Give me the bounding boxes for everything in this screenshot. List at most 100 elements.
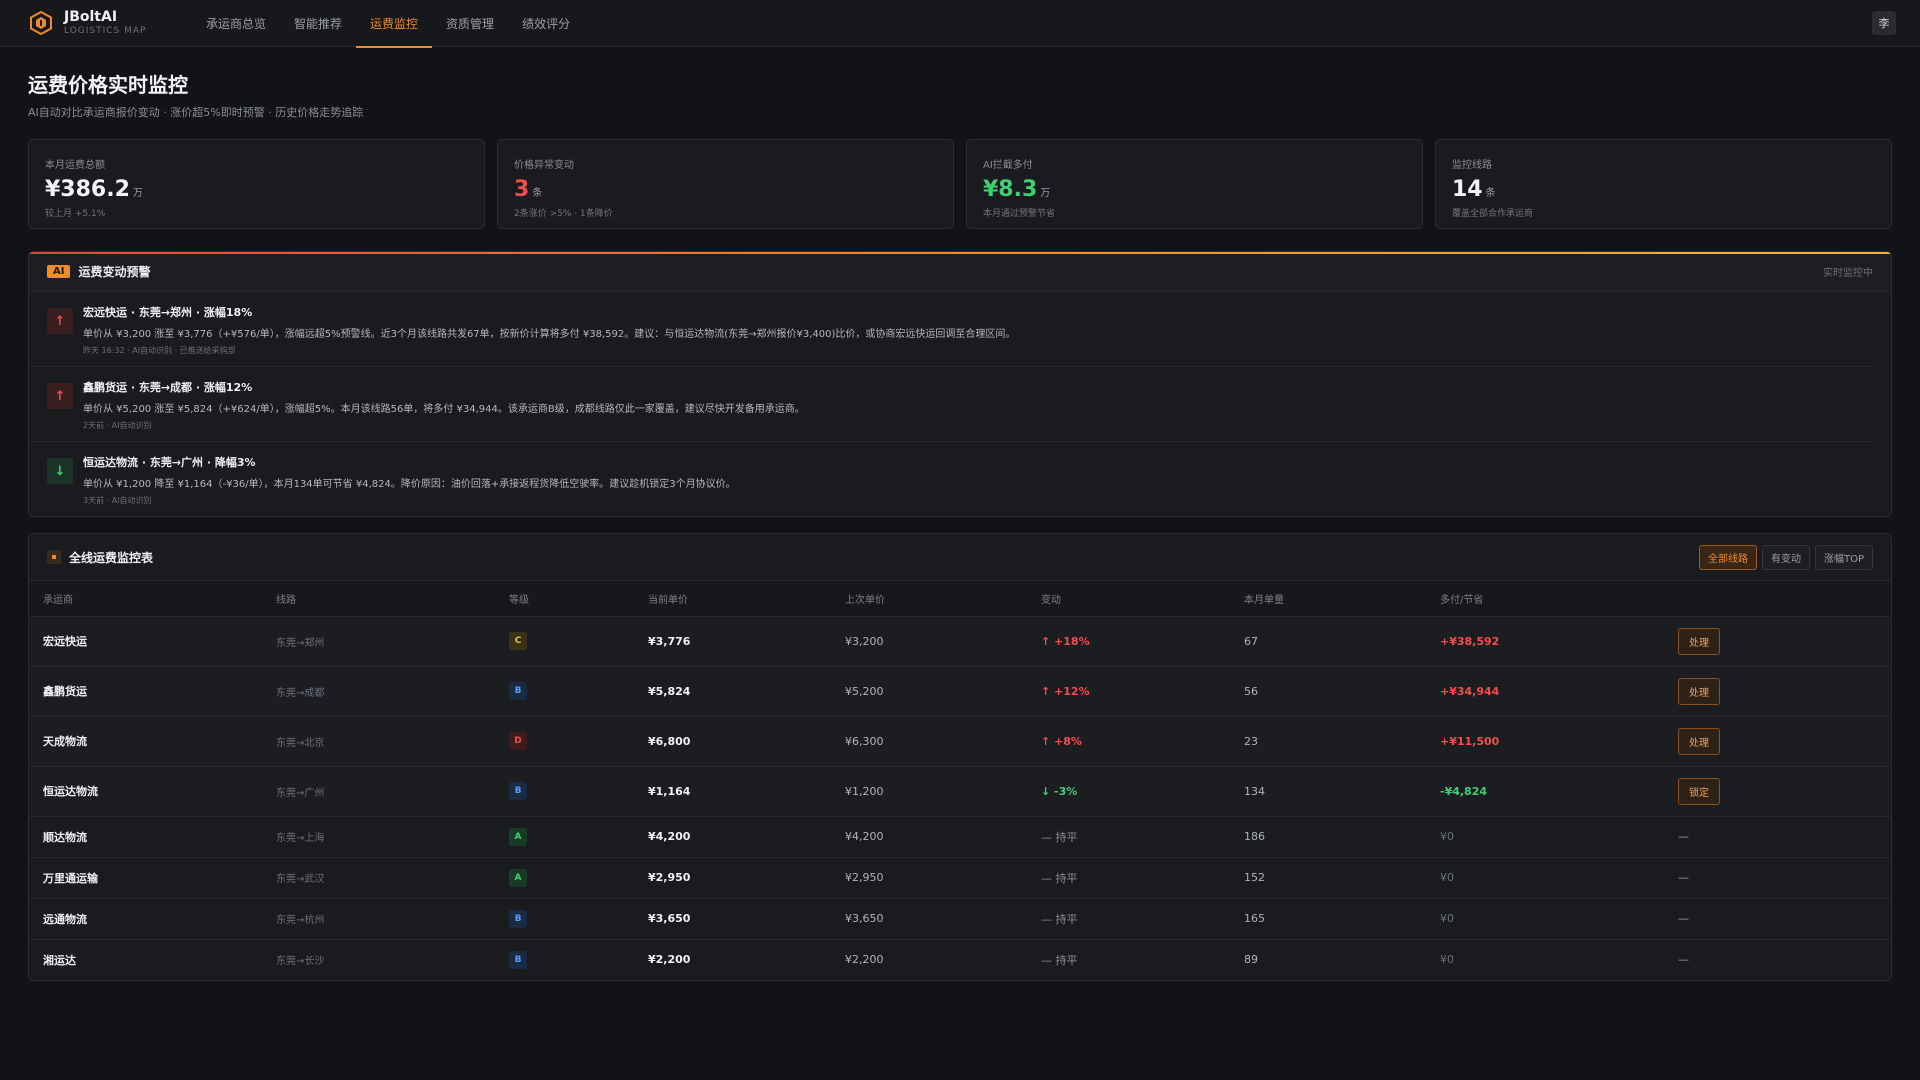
main-nav: 承运商总览 智能推荐 运费监控 资质管理 绩效评分: [192, 0, 584, 48]
cell-volume: 56: [1244, 666, 1440, 717]
arrow-up-icon: ↑: [47, 383, 73, 409]
cell-impact: ¥0: [1440, 816, 1678, 858]
col-header-last-price[interactable]: 上次单价: [845, 581, 1041, 617]
filter-top-increase[interactable]: 涨幅TOP: [1814, 544, 1873, 570]
grade-badge: A: [509, 827, 527, 846]
brand-name: JBoltAI: [64, 9, 118, 25]
tab-qualification[interactable]: 资质管理: [446, 16, 495, 31]
tab-freight-monitor[interactable]: 运费监控: [356, 0, 433, 48]
cell-carrier: 顺达物流: [29, 816, 276, 858]
cell-change: — 持平: [1041, 953, 1078, 967]
col-header-route[interactable]: 线路: [276, 581, 509, 617]
cell-action-none: —: [1678, 898, 1891, 940]
alert-meta: 昨天 16:32 · AI自动识别 · 已推送给采购部: [83, 346, 236, 355]
cell-route: 东莞→上海: [276, 816, 509, 858]
cell-carrier: 天成物流: [29, 716, 276, 767]
alert-item[interactable]: ↑ 鑫鹏货运 · 东莞→成都 · 涨幅12% 单价从 ¥5,200 涨至 ¥5,…: [29, 367, 1873, 442]
col-header-current-price[interactable]: 当前单价: [648, 581, 845, 617]
cell-route: 东莞→北京: [276, 716, 509, 767]
tab-carrier-overview[interactable]: 承运商总览: [206, 16, 267, 31]
table-row[interactable]: 恒运达物流 东莞→广州 B ¥1,164 ¥1,200 ↓ -3% 134 -¥…: [29, 766, 1891, 817]
alert-description: 单价从 ¥5,200 涨至 ¥5,824（+¥624/单），涨幅超5%。本月该线…: [83, 404, 805, 415]
cell-impact: +¥38,592: [1440, 616, 1678, 667]
alert-item[interactable]: ↓ 恒运达物流 · 东莞→广州 · 降幅3% 单价从 ¥1,200 降至 ¥1,…: [29, 442, 1873, 516]
freight-alert-panel: AI 运费变动预警 实时监控中 ↑ 宏远快运 · 东莞→郑州 · 涨幅18% 单…: [28, 251, 1892, 517]
table-row[interactable]: 鑫鹏货运 东莞→成都 B ¥5,824 ¥5,200 ↑ +12% 56 +¥3…: [29, 666, 1891, 717]
table-row[interactable]: 顺达物流 东莞→上海 A ¥4,200 ¥4,200 — 持平 186 ¥0 —: [29, 816, 1891, 858]
cell-action-none: —: [1678, 816, 1891, 858]
col-header-grade[interactable]: 等级: [509, 581, 648, 617]
cell-last-price: ¥6,300: [845, 716, 1041, 767]
alert-panel-header: AI 运费变动预警 实时监控中: [29, 252, 1891, 292]
brand[interactable]: JBoltAI LOGISTICS MAP: [28, 10, 192, 36]
alert-heading: 鑫鹏货运 · 东莞→成都 · 涨幅12%: [83, 381, 253, 394]
lock-button[interactable]: 锁定: [1678, 777, 1720, 805]
table-row[interactable]: 宏远快运 东莞→郑州 C ¥3,776 ¥3,200 ↑ +18% 67 +¥3…: [29, 616, 1891, 667]
top-navigation-bar: JBoltAI LOGISTICS MAP 承运商总览 智能推荐 运费监控 资质…: [0, 0, 1920, 48]
alert-meta: 3天前 · AI自动识别: [83, 496, 152, 505]
grade-badge: D: [509, 732, 527, 750]
user-avatar-button[interactable]: 李: [1872, 11, 1896, 35]
freight-monitor-table-panel: 全线运费监控表 全部线路 有变动 涨幅TOP 承运商 线路 等级 当前单价 上次…: [28, 533, 1892, 981]
alert-panel-title: 运费变动预警: [78, 265, 151, 279]
alert-item[interactable]: ↑ 宏远快运 · 东莞→郑州 · 涨幅18% 单价从 ¥3,200 涨至 ¥3,…: [29, 292, 1873, 367]
logo-icon: [28, 10, 54, 36]
cell-carrier: 鑫鹏货运: [29, 666, 276, 717]
filter-group: 全部线路 有变动 涨幅TOP: [1698, 544, 1873, 570]
kpi-value: 3: [514, 177, 530, 202]
cell-last-price: ¥2,200: [845, 953, 884, 967]
kpi-note: 较上月 +5.1%: [45, 209, 106, 219]
alert-description: 单价从 ¥1,200 降至 ¥1,164（-¥36/单），本月134单可节省 ¥…: [83, 479, 736, 490]
cell-last-price: ¥5,200: [845, 666, 1041, 717]
cell-change: ↑ +18%: [1041, 616, 1244, 667]
cell-carrier: 湘运达: [43, 953, 76, 967]
cell-route: 东莞→成都: [276, 666, 509, 717]
cell-current-price: ¥2,200: [648, 953, 691, 967]
cell-current-price: ¥5,824: [648, 666, 845, 717]
cell-carrier: 远通物流: [29, 898, 276, 940]
cell-carrier: 万里通运输: [29, 857, 276, 899]
cell-carrier: 宏远快运: [29, 616, 276, 667]
alert-heading: 宏远快运 · 东莞→郑州 · 涨幅18%: [83, 306, 253, 319]
grade-badge: B: [509, 909, 527, 928]
col-header-impact[interactable]: 多付/节省: [1440, 581, 1678, 617]
page-title: 运费价格实时监控: [28, 73, 188, 97]
table-row[interactable]: 天成物流 东莞→北京 D ¥6,800 ¥6,300 ↑ +8% 23 +¥11…: [29, 716, 1891, 767]
arrow-up-icon: ↑: [47, 308, 73, 334]
tab-smart-recommend[interactable]: 智能推荐: [294, 16, 343, 31]
handle-button[interactable]: 处理: [1678, 627, 1720, 655]
cell-change: — 持平: [1041, 898, 1244, 940]
filter-changed[interactable]: 有变动: [1761, 544, 1810, 570]
cell-current-price: ¥3,776: [648, 616, 845, 667]
kpi-unit: 万: [132, 188, 143, 199]
col-header-volume[interactable]: 本月单量: [1244, 581, 1440, 617]
col-header-change[interactable]: 变动: [1041, 581, 1244, 617]
cell-last-price: ¥3,650: [845, 898, 1041, 940]
grade-badge: A: [509, 868, 527, 887]
kpi-unit: 条: [532, 188, 543, 199]
grade-badge: B: [509, 950, 527, 969]
ai-badge: AI: [47, 265, 71, 278]
cell-impact: +¥11,500: [1440, 716, 1678, 767]
col-header-action: [1678, 581, 1891, 617]
handle-button[interactable]: 处理: [1678, 727, 1720, 755]
cell-volume: 89: [1244, 953, 1258, 967]
page-content: 运费价格实时监控 AI自动对比承运商报价变动 · 涨价超5%即时预警 · 历史价…: [0, 69, 1920, 981]
freight-table: 承运商 线路 等级 当前单价 上次单价 变动 本月单量 多付/节省 宏远快运 东…: [29, 581, 1891, 980]
col-header-carrier[interactable]: 承运商: [29, 581, 276, 617]
table-row[interactable]: 万里通运输 东莞→武汉 A ¥2,950 ¥2,950 — 持平 152 ¥0 …: [29, 857, 1891, 899]
cell-volume: 165: [1244, 898, 1440, 940]
cell-route: 东莞→广州: [276, 766, 509, 817]
filter-all-routes[interactable]: 全部线路: [1698, 544, 1757, 570]
handle-button[interactable]: 处理: [1678, 677, 1720, 705]
cell-action-none: —: [1678, 953, 1689, 967]
tab-performance[interactable]: 绩效评分: [522, 16, 571, 31]
alert-description: 单价从 ¥3,200 涨至 ¥3,776（+¥576/单），涨幅远超5%预警线。…: [83, 329, 1016, 340]
cell-last-price: ¥2,950: [845, 857, 1041, 899]
kpi-label: 监控线路: [1452, 160, 1492, 171]
kpi-label: 价格异常变动: [514, 160, 574, 171]
kpi-label: 本月运费总额: [45, 160, 105, 171]
grade-badge: C: [509, 632, 527, 650]
table-row[interactable]: 远通物流 东莞→杭州 B ¥3,650 ¥3,650 — 持平 165 ¥0 —: [29, 898, 1891, 940]
table-row[interactable]: 湘运达 东莞→长沙 B ¥2,200 ¥2,200 — 持平 89 ¥0 —: [29, 939, 1891, 980]
